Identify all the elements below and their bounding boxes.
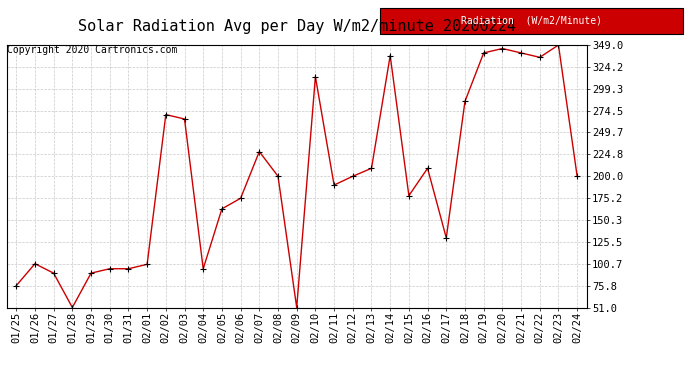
Text: Copyright 2020 Cartronics.com: Copyright 2020 Cartronics.com [7,45,177,55]
Text: Solar Radiation Avg per Day W/m2/minute 20200224: Solar Radiation Avg per Day W/m2/minute … [78,19,515,34]
Text: Radiation  (W/m2/Minute): Radiation (W/m2/Minute) [461,16,602,26]
